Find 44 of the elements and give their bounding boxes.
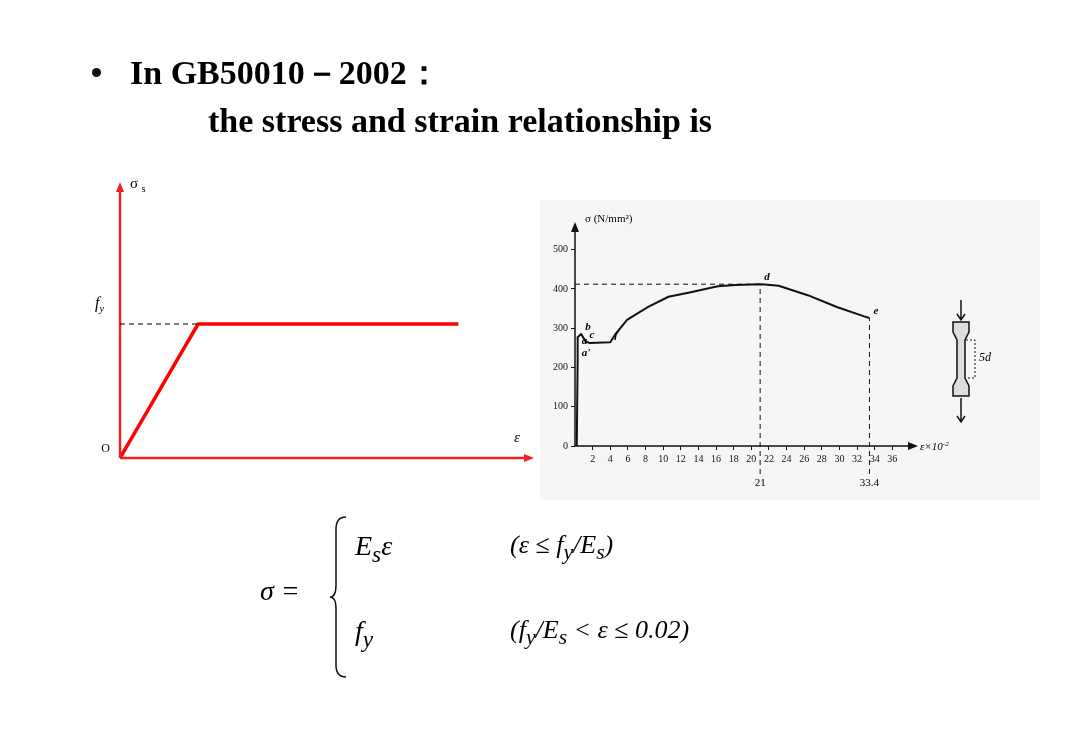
x-tick-label: 26 xyxy=(799,452,810,464)
annotation: O xyxy=(101,441,111,455)
x-tick-label: 2 xyxy=(590,452,596,464)
x-tick-label: 14 xyxy=(693,452,704,464)
y-tick-label: 500 xyxy=(553,243,568,255)
ref-line-label: 33.4 xyxy=(859,476,880,488)
x-tick-label: 10 xyxy=(658,452,669,464)
ref-line-label: 21 xyxy=(754,476,766,488)
x-tick-label: 30 xyxy=(834,452,845,464)
annotation: b xyxy=(585,320,592,333)
x-tick-label: 16 xyxy=(711,452,722,464)
annotation: e xyxy=(873,303,879,316)
x-tick-label: 28 xyxy=(816,452,827,464)
annotation: a xyxy=(581,333,588,346)
annotation: d xyxy=(764,270,771,283)
chart-title: In GB50010－2002： xyxy=(130,53,441,93)
x-tick-label: 36 xyxy=(887,452,898,464)
text: (ε ≤ f$_{y}$/E$_{s}$) xyxy=(510,530,614,566)
y-axis-title: σ s xyxy=(130,175,146,194)
x-tick-label: 6 xyxy=(625,452,631,464)
x-tick-label: 18 xyxy=(728,452,739,464)
text: (f$_{y}$/E$_{s}$ < ε ≤ 0.02) xyxy=(510,615,690,651)
text: E$_{s}$ε xyxy=(355,530,393,568)
x-tick-label: 22 xyxy=(763,452,774,464)
y-tick-label: 100 xyxy=(553,400,568,412)
text: σ = xyxy=(260,575,300,607)
x-tick-label: 20 xyxy=(746,452,757,464)
annotation: f xyxy=(614,328,620,341)
y-axis-title: σ (N/mm²) xyxy=(585,212,633,225)
text: f$_{y}$ xyxy=(355,615,374,653)
x-tick-label: 12 xyxy=(675,452,686,464)
y-tick-label: 0 xyxy=(563,439,568,451)
x-tick-label: 4 xyxy=(607,452,613,464)
chart-subtitle: the stress and strain relationship is xyxy=(208,102,713,140)
x-tick-label: 8 xyxy=(643,452,649,464)
annotation: a' xyxy=(581,345,591,358)
x-tick-label: 24 xyxy=(781,452,792,464)
x-tick-label: 32 xyxy=(852,452,863,464)
y-tick-label: 300 xyxy=(553,321,568,333)
y-tick-label: 200 xyxy=(553,361,568,373)
y-tick-label: 400 xyxy=(553,282,568,294)
x-tick-label: 34 xyxy=(869,452,880,464)
text: 5d xyxy=(979,350,991,365)
x-axis-title: ε xyxy=(514,429,521,445)
